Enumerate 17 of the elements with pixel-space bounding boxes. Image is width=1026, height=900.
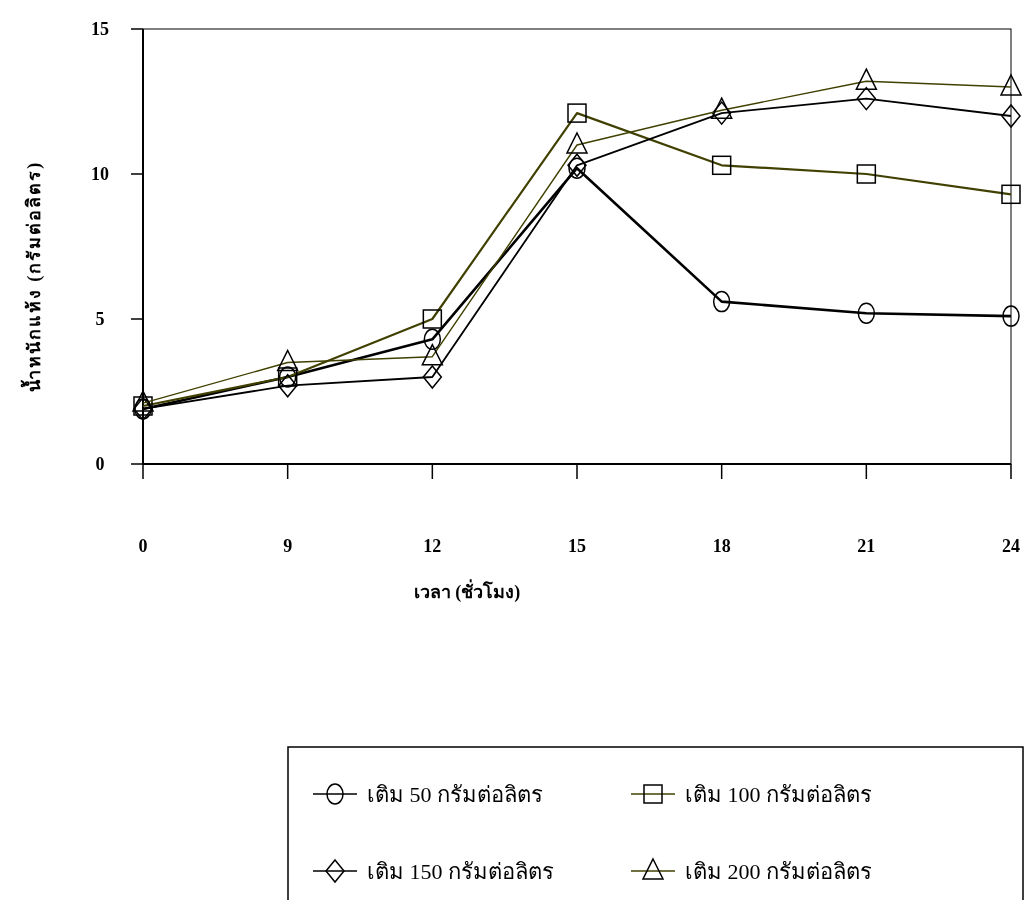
- x-tick-label: 0: [138, 536, 148, 556]
- y-tick-label: 0: [95, 454, 105, 475]
- y-tick-label: 10: [91, 164, 109, 185]
- y-axis-title: น้ำหนักแห้ง (กรัมต่อลิตร): [20, 160, 45, 393]
- x-tick-label: 15: [568, 536, 586, 556]
- x-tick-label: 18: [712, 536, 731, 556]
- legend-label: เติม 150 กรัมต่อลิตร: [367, 859, 554, 884]
- x-tick-label: 21: [857, 536, 876, 556]
- legend-label: เติม 50 กรัมต่อลิตร: [367, 782, 543, 807]
- legend-label: เติม 100 กรัมต่อลิตร: [685, 782, 872, 807]
- x-tick-label: 9: [283, 536, 293, 556]
- x-axis-title: เวลา (ชั่วโมง): [413, 579, 521, 603]
- y-tick-label: 15: [91, 19, 109, 40]
- legend-label: เติม 200 กรัมต่อลิตร: [685, 859, 872, 884]
- x-tick-label: 12: [423, 536, 442, 556]
- x-tick-label: 24: [1002, 536, 1020, 556]
- y-tick-label: 5: [95, 309, 105, 330]
